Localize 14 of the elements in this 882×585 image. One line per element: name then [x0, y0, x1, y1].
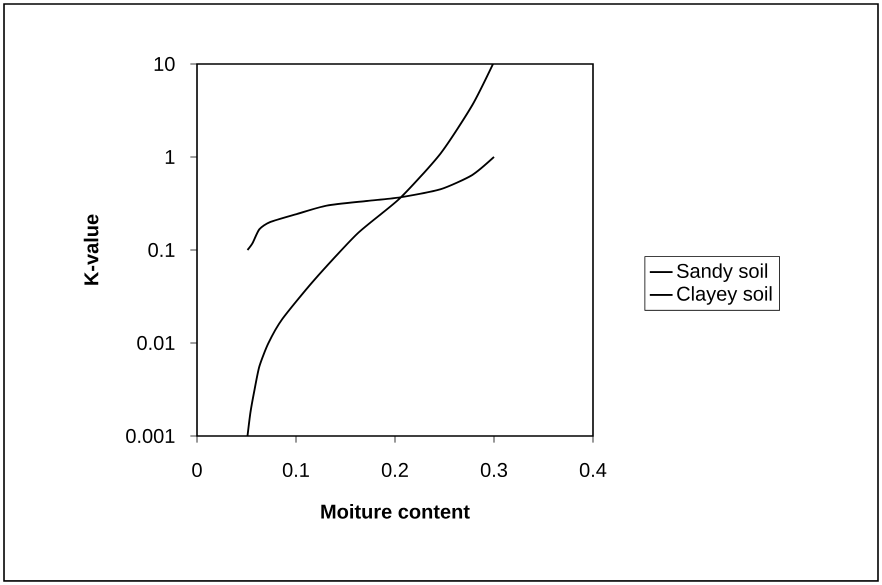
- y-tick-label: 0.01: [137, 336, 174, 350]
- x-tick-label: 0.3: [480, 462, 508, 478]
- legend-label: Sandy soil: [677, 263, 768, 282]
- y-tick-label: 0.001: [126, 428, 174, 444]
- y-tick-label: 10: [154, 56, 175, 72]
- legend-label: Clayey soil: [677, 286, 772, 305]
- x-tick-label: 0: [192, 462, 202, 478]
- x-axis-title: Moiture content: [321, 504, 470, 519]
- x-tick-label: 0.1: [282, 462, 309, 478]
- y-axis-title: K-value: [84, 214, 98, 285]
- y-tick-label: 1: [166, 150, 174, 164]
- x-tick-label: 0.2: [382, 462, 408, 478]
- x-tick-label: 0.4: [580, 462, 606, 478]
- y-tick-label: 0.1: [148, 242, 174, 258]
